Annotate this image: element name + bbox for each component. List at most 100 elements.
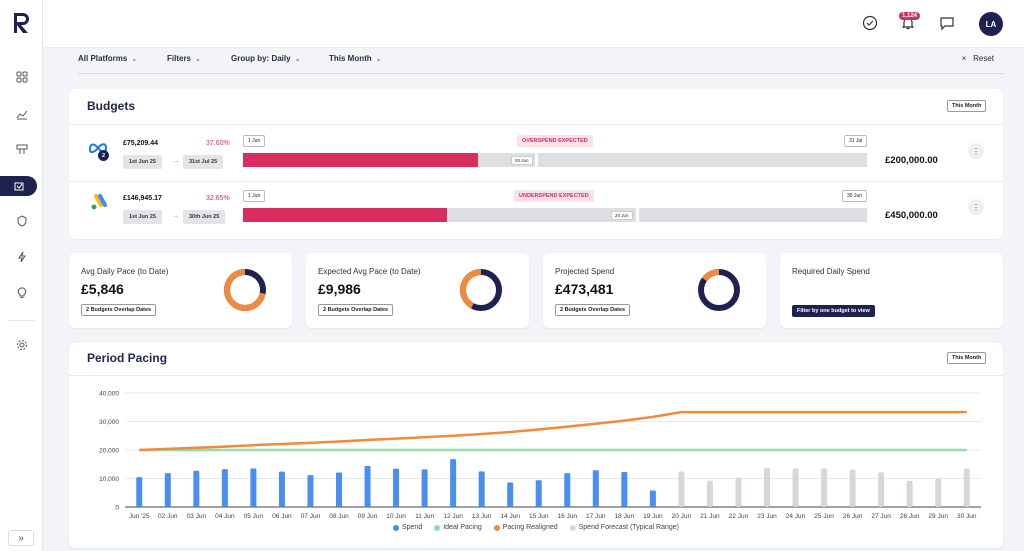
overlap-chip[interactable]: 2 Budgets Overlap Dates [318, 304, 394, 316]
filters-label: Filters [167, 54, 192, 63]
period-pacing-chart: 0 10,000 20,000 30,000 40,000 Jun '25 02 Jun 03… [99, 391, 981, 520]
legend-pacing-realigned[interactable]: Pacing Realigned [493, 524, 558, 531]
expand-sidebar-button[interactable]: » [8, 530, 34, 546]
kpi-label: Required Daily Spend [792, 267, 870, 276]
grid-icon[interactable] [0, 67, 43, 87]
legend-spend-forecast[interactable]: Spend Forecast (Typical Range) [569, 524, 680, 531]
overlap-chip[interactable]: 2 Budgets Overlap Dates [555, 304, 631, 316]
reset-button[interactable]: × Reset [962, 54, 994, 63]
check-circle-icon[interactable] [861, 14, 879, 32]
legend-label: Spend Forecast (Typical Range) [578, 524, 680, 531]
sidebar: » [0, 0, 43, 551]
kpi-card-required-daily-spend: Required Daily Spend Filter by one budge… [780, 253, 1003, 328]
budgets-period-button[interactable]: This Month [947, 100, 987, 112]
billboard-icon[interactable] [0, 139, 43, 159]
legend-label: Ideal Pacing [443, 524, 482, 531]
pacing-period-button[interactable]: This Month [947, 352, 987, 364]
lightning-icon[interactable] [0, 247, 43, 267]
sidebar-divider [8, 320, 35, 321]
forecast-bar [906, 480, 913, 507]
chevron-down-icon: ⌄ [294, 55, 301, 63]
x-tick-label: 06 Jun [272, 513, 292, 520]
end-flag: 30 Jun [842, 190, 868, 202]
filter-one-budget-button[interactable]: Filter by one budget to view [792, 305, 875, 317]
forecast-bar [878, 472, 885, 507]
divider [69, 124, 1003, 125]
period-label: This Month [329, 54, 372, 63]
legend-dot [493, 524, 500, 531]
legend-spend[interactable]: Spend [392, 524, 422, 531]
end-date: 31st Jul 25 [183, 155, 224, 169]
spend-bar [164, 473, 171, 507]
period-dropdown[interactable]: This Month ⌄ [329, 54, 382, 63]
spend-bar [193, 470, 200, 507]
budget-icon[interactable] [0, 176, 37, 196]
spend-percent: 37.60% [206, 140, 230, 147]
kpi-card-expected-avg-pace: Expected Avg Pace (to Date) £9,986 2 Bud… [306, 253, 529, 328]
x-tick-label: 05 Jun [244, 513, 264, 520]
more-options-icon[interactable]: ⋮ [968, 143, 984, 159]
x-tick-label: 25 Jun [814, 513, 834, 520]
start-flag: 1 Jun [243, 190, 266, 202]
x-tick-label: 03 Jun [187, 513, 207, 520]
arrow-right-icon: → [172, 156, 180, 165]
platforms-dropdown[interactable]: All Platforms ⌄ [78, 54, 137, 63]
x-tick-label: 27 Jun [871, 513, 891, 520]
start-date: 1st Jun 25 [123, 210, 162, 224]
x-tick-label: 04 Jun [215, 513, 235, 520]
group-by-label: Group by: Daily [231, 54, 291, 63]
spend-bar [221, 469, 228, 507]
budget-row-meta[interactable]: 2 £75,209.44 37.60% 1st Jun 25 → 31st Ju… [69, 125, 1003, 181]
budget-progress-bar: 20 Jun [243, 152, 867, 168]
chat-icon[interactable] [938, 14, 956, 32]
x-tick-label: 18 Jun [615, 513, 635, 520]
budget-progress-fill [243, 208, 447, 222]
kpi-card-avg-daily-pace: Avg Daily Pace (to Date) £5,846 2 Budget… [69, 253, 292, 328]
shield-icon[interactable] [0, 211, 43, 231]
y-tick-label: 20,000 [99, 448, 119, 455]
kpi-label: Expected Avg Pace (to Date) [318, 267, 421, 276]
platforms-label: All Platforms [78, 54, 128, 63]
status-badge: OVERSPEND EXPECTED [517, 135, 593, 147]
meta-logo-icon [88, 143, 108, 154]
trend-chart-icon[interactable] [0, 104, 43, 124]
x-tick-label: 26 Jun [843, 513, 863, 520]
x-tick-label: 09 Jun [358, 513, 378, 520]
today-marker [535, 152, 538, 168]
budget-progress-bar: 20 Jun [243, 207, 867, 223]
spend-percent: 32.65% [206, 195, 230, 202]
filters-dropdown[interactable]: Filters ⌄ [167, 54, 201, 63]
forecast-bar [735, 477, 742, 507]
y-tick-label: 40,000 [99, 391, 119, 398]
top-bar: 1,124 LA [43, 0, 1024, 48]
x-tick-label: 02 Jun [158, 513, 178, 520]
overlap-chip[interactable]: 2 Budgets Overlap Dates [81, 304, 157, 316]
chevron-down-icon: ⌄ [131, 55, 138, 63]
budget-count-badge: 2 [98, 150, 109, 161]
x-tick-label: 14 Jun [500, 513, 520, 520]
x-tick-label: 19 Jun [643, 513, 663, 520]
lightbulb-icon[interactable] [0, 283, 43, 303]
forecast-bar [792, 468, 799, 507]
group-by-dropdown[interactable]: Group by: Daily ⌄ [231, 54, 300, 63]
spend-bar [450, 459, 457, 507]
more-options-icon[interactable]: ⋮ [968, 199, 984, 215]
kpi-value: £473,481 [555, 281, 614, 297]
legend-ideal-pacing[interactable]: Ideal Pacing [434, 524, 482, 531]
y-tick-label: 10,000 [99, 476, 119, 483]
settings-icon[interactable] [0, 335, 43, 355]
start-flag: 1 Jun [243, 135, 266, 147]
spend-amount: £75,209.44 [123, 140, 159, 147]
app-logo[interactable] [11, 11, 33, 35]
spend-bar [564, 473, 571, 507]
spend-bar [250, 468, 257, 507]
x-tick-label: 29 Jun [928, 513, 948, 520]
today-label: 20 Jun [511, 156, 533, 165]
x-tick-label: 08 Jun [329, 513, 349, 520]
user-avatar[interactable]: LA [979, 12, 1003, 36]
x-tick-label: 10 Jun [386, 513, 406, 520]
budget-row-google-ads[interactable]: £146,945.17 32.65% 1st Jun 25 → 30th Jun… [69, 182, 1003, 238]
spend-bar [278, 471, 285, 507]
kpi-label: Projected Spend [555, 267, 615, 276]
spend-bar [478, 471, 485, 507]
